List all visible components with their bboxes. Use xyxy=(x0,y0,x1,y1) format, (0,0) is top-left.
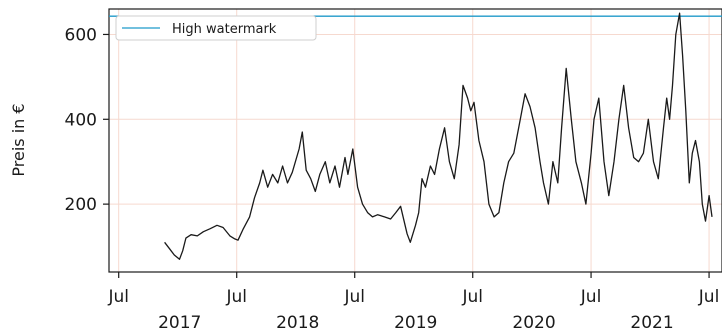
legend: High watermark xyxy=(115,15,317,41)
y-tick-label: 200 xyxy=(65,195,97,215)
price-series-line xyxy=(164,12,713,260)
x-tick-year-label: 2020 xyxy=(512,313,555,333)
x-tick-month-label: Jul xyxy=(461,287,483,307)
y-axis-title: Preis in € xyxy=(9,103,28,176)
gridlines xyxy=(109,9,722,272)
x-tick-month-label: Jul xyxy=(343,287,365,307)
x-tick-month-label: Jul xyxy=(107,287,129,307)
y-tick-label: 600 xyxy=(65,25,97,45)
x-tick-month-label: Jul xyxy=(225,287,247,307)
y-tick-label: 400 xyxy=(65,110,97,130)
x-tick-year-label: 2021 xyxy=(630,313,673,333)
x-tick-year-label: 2019 xyxy=(394,313,437,333)
x-axis-ticks: Jul Jul 2017 Jul 2018 Jul 2019 Jul 2020 Jul 2021 xyxy=(107,272,719,333)
x-tick-year-label: 2018 xyxy=(276,313,319,333)
x-tick-month-label: Jul xyxy=(580,287,602,307)
y-axis-ticks: 200 400 600 xyxy=(65,25,109,215)
x-tick-year-label: 2017 xyxy=(158,313,201,333)
legend-label-high-watermark: High watermark xyxy=(172,22,277,37)
legend-box xyxy=(115,15,317,41)
plot-frame xyxy=(108,8,722,273)
x-tick-month-label: Jul xyxy=(698,287,720,307)
